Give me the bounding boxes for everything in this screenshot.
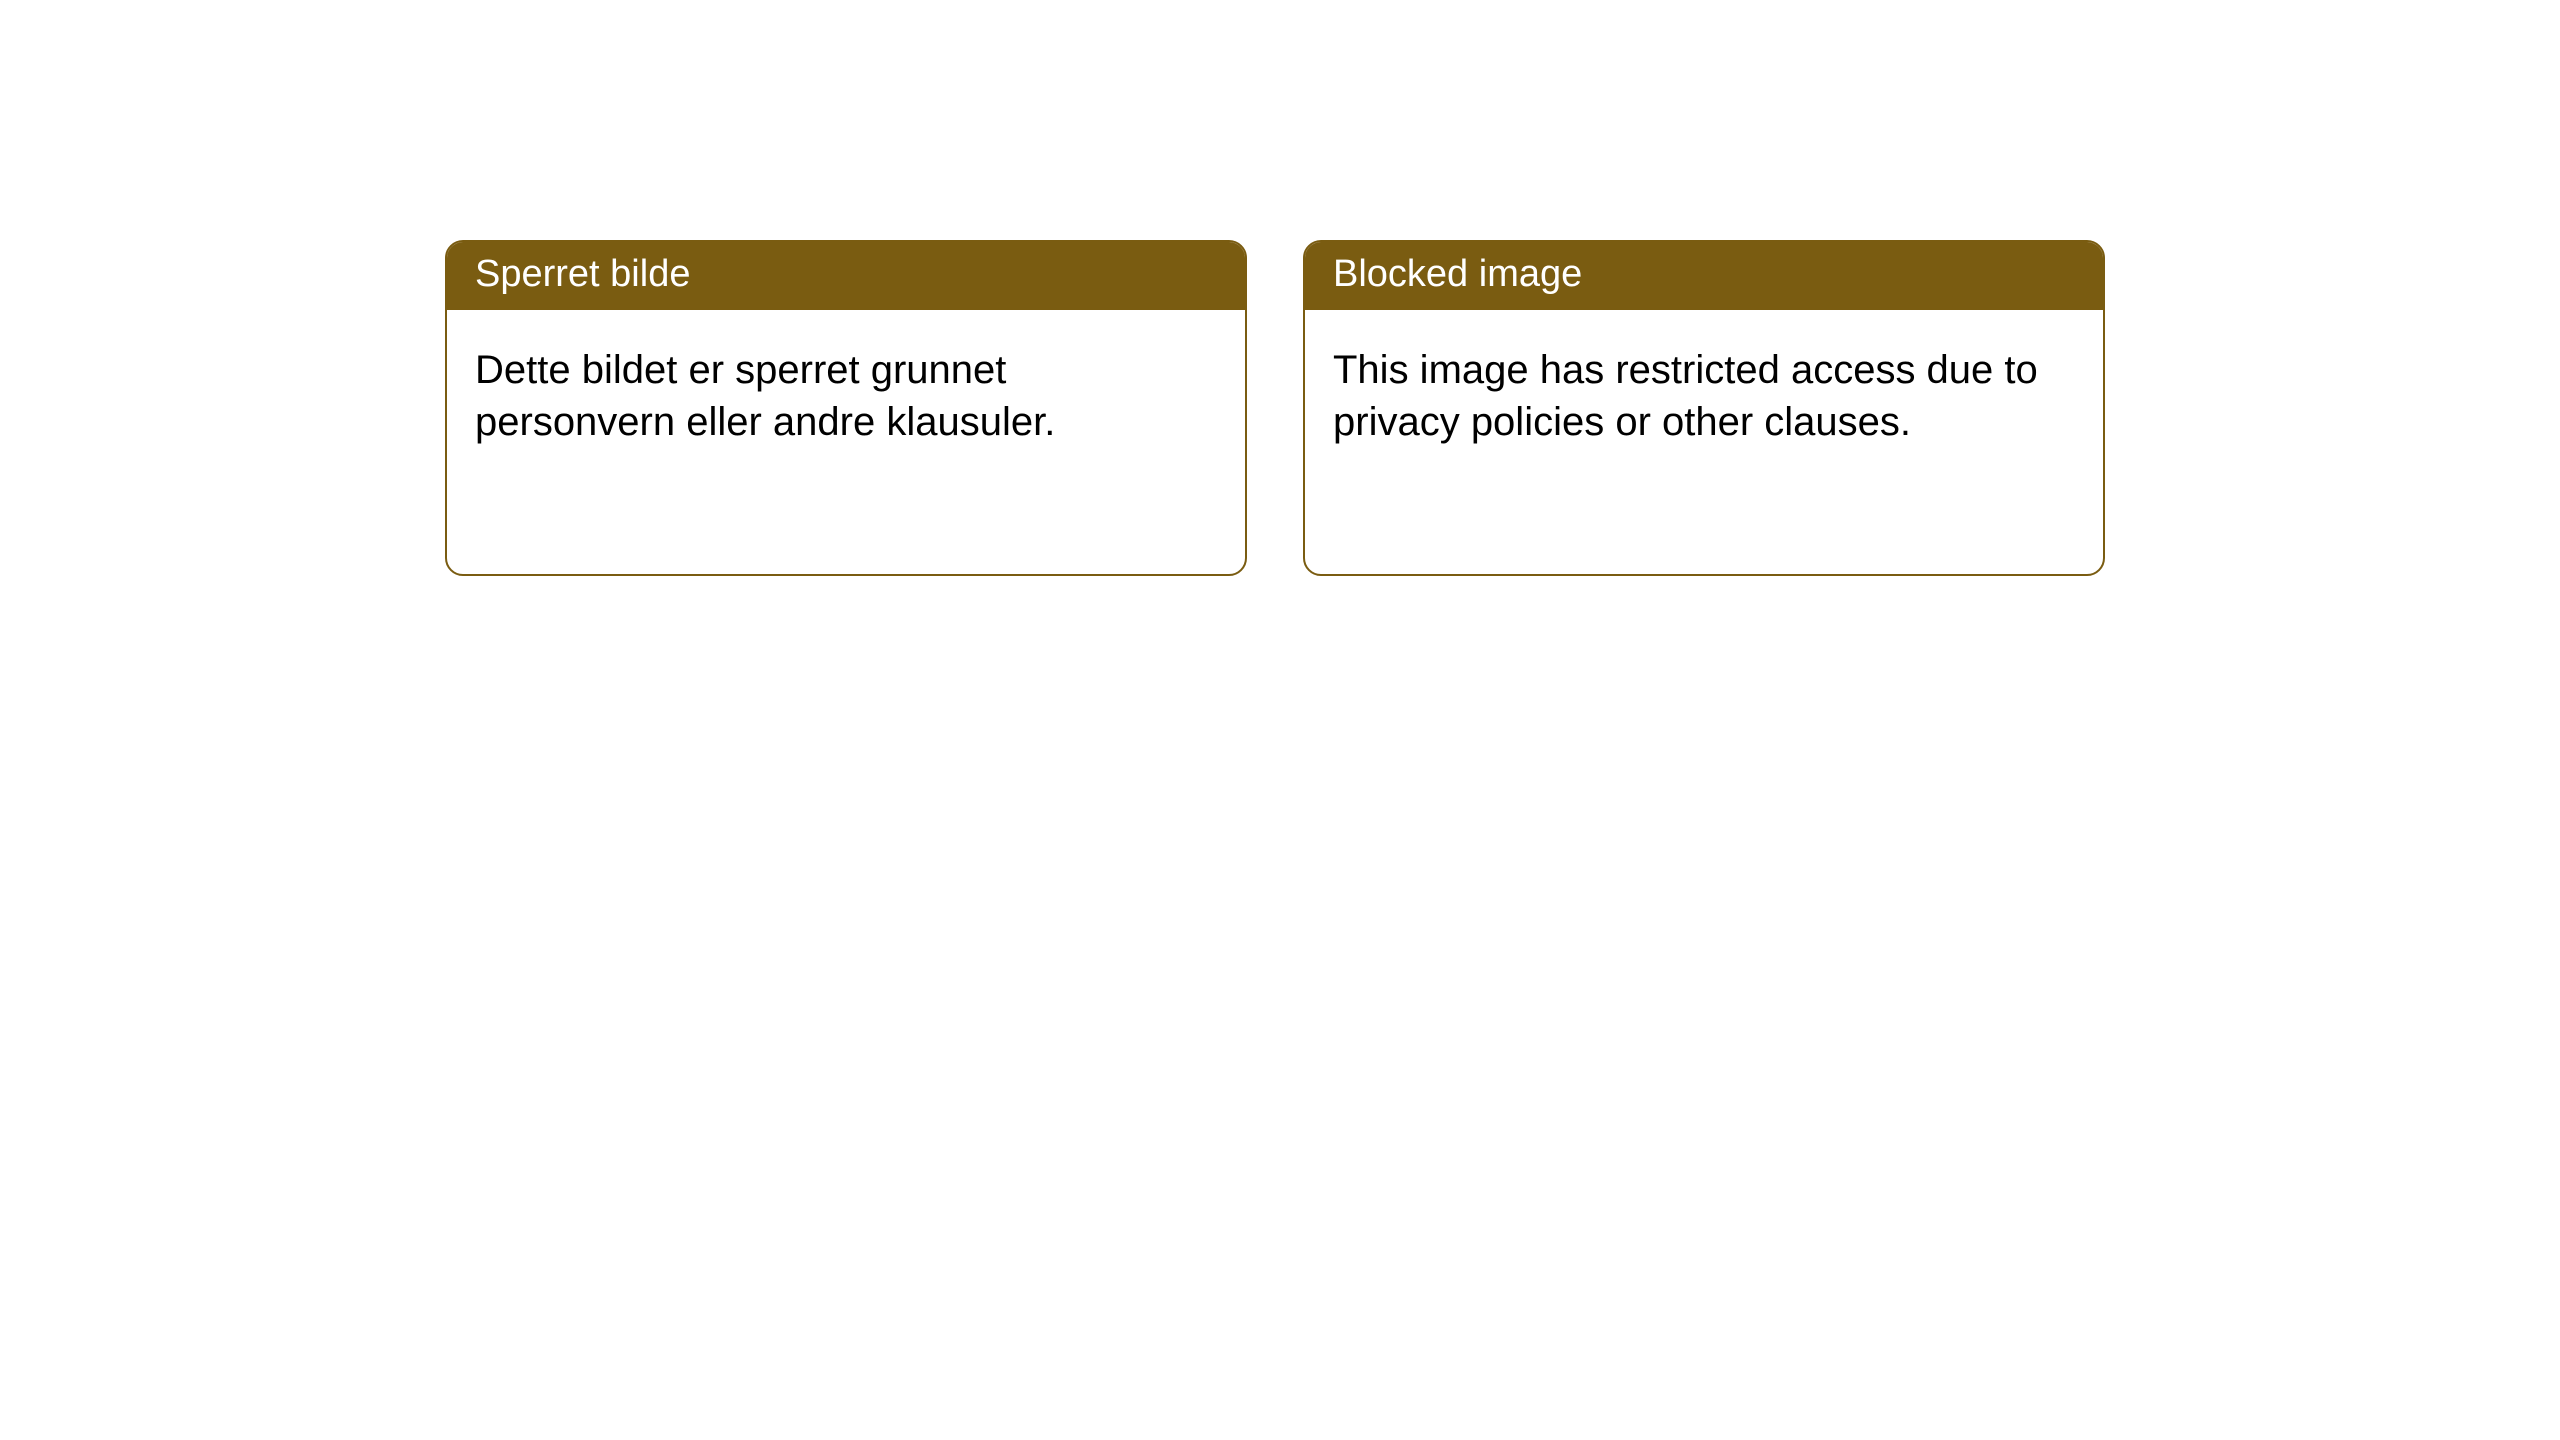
cards-container: Sperret bilde Dette bildet er sperret gr…: [0, 0, 2560, 576]
card-title: Blocked image: [1305, 242, 2103, 310]
card-body: This image has restricted access due to …: [1305, 310, 2103, 482]
blocked-image-card-en: Blocked image This image has restricted …: [1303, 240, 2105, 576]
card-body: Dette bildet er sperret grunnet personve…: [447, 310, 1245, 482]
card-title: Sperret bilde: [447, 242, 1245, 310]
blocked-image-card-no: Sperret bilde Dette bildet er sperret gr…: [445, 240, 1247, 576]
